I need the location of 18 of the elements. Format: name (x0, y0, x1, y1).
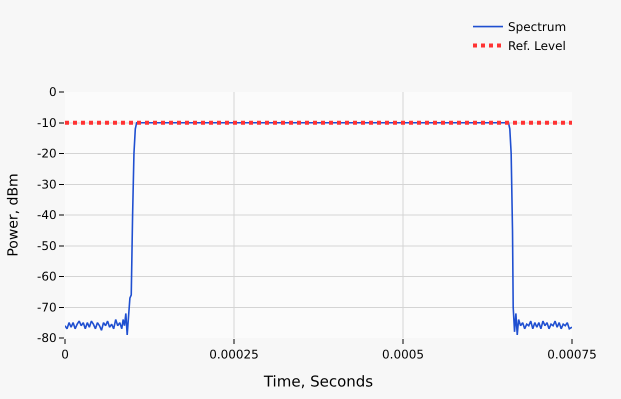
x-tick-label: 0 (61, 347, 69, 362)
x-axis-title: Time, Seconds (262, 372, 374, 390)
y-tick-label: -70 (36, 300, 57, 314)
x-tick-label: 0.00025 (209, 347, 259, 362)
x-tick-label: 0.00075 (547, 347, 597, 362)
y-tick-label: -60 (36, 270, 57, 284)
legend-label: Spectrum (508, 20, 566, 34)
y-axis-title: Power, dBm (6, 173, 22, 257)
x-tick-label: 0.0005 (382, 347, 424, 362)
y-tick-label: -40 (36, 208, 57, 222)
y-tick-label: 0 (48, 85, 57, 100)
legend-label: Ref. Level (508, 39, 566, 54)
y-tick-label: -80 (36, 331, 57, 346)
line-series (65, 122, 572, 336)
y-tick-label: -50 (36, 238, 57, 253)
y-tick-label: -30 (36, 177, 57, 192)
y-tick-label: -10 (36, 116, 57, 130)
y-tick-label: -20 (36, 146, 57, 161)
